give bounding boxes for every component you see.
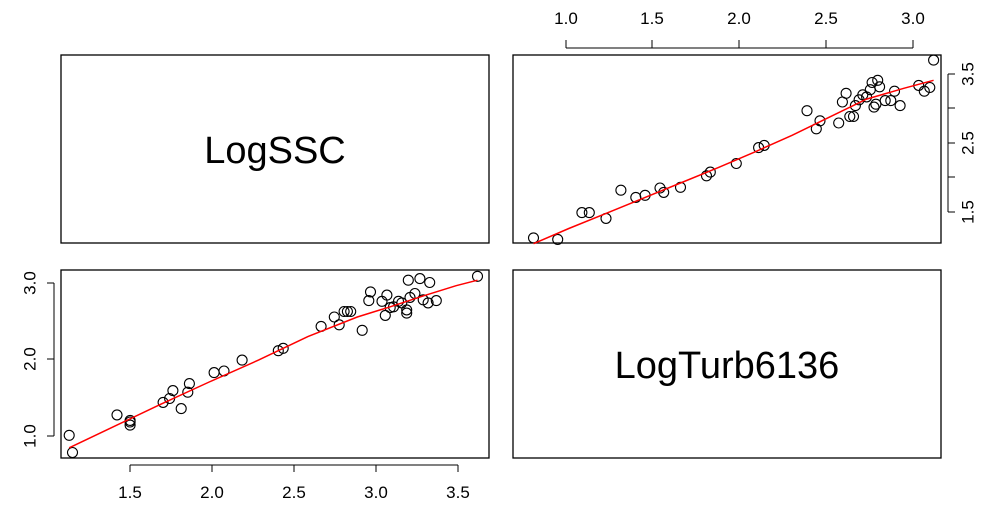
data-point — [341, 305, 353, 318]
data-point — [414, 273, 426, 285]
data-point — [870, 98, 882, 110]
panel-top-right-frame — [512, 54, 942, 244]
data-point — [356, 324, 368, 336]
data-point — [277, 342, 289, 354]
right-axis: 1.5 2.5 3.5 — [947, 62, 977, 224]
right-tick-label: 2.5 — [958, 131, 977, 155]
data-point — [894, 100, 906, 112]
data-point — [66, 446, 79, 459]
data-point — [379, 309, 391, 321]
top-axis: 1.0 1.5 2.0 2.5 3.0 — [554, 9, 925, 49]
data-point — [364, 286, 377, 298]
top-tick-label: 2.0 — [727, 9, 751, 28]
bottom-tick-label: 3.5 — [446, 483, 470, 502]
bottom-tick-label: 2.5 — [282, 483, 306, 502]
variable-label-logssc: LogSSC — [204, 130, 346, 172]
variable-label-logturb6136: LogTurb6136 — [615, 345, 840, 387]
left-tick-label: 1.0 — [20, 424, 39, 448]
data-point — [879, 95, 891, 107]
right-tick-label: 3.5 — [958, 62, 977, 86]
data-point — [840, 87, 852, 99]
data-point — [888, 85, 901, 97]
data-point — [615, 184, 627, 196]
data-point — [208, 367, 220, 379]
top-tick-label: 1.5 — [640, 9, 664, 28]
data-point — [872, 74, 884, 86]
data-point — [928, 54, 940, 66]
data-point — [401, 304, 413, 316]
right-tick-label: 1.5 — [958, 200, 977, 224]
data-point — [401, 307, 413, 319]
data-point — [730, 157, 742, 170]
left-axis: 1.0 2.0 3.0 — [20, 271, 55, 448]
panel-bottom-right-frame — [512, 269, 942, 459]
data-point — [167, 385, 179, 397]
smoother-line — [533, 79, 934, 245]
data-point — [175, 403, 187, 415]
data-point — [844, 110, 856, 123]
data-point — [111, 409, 123, 421]
data-point — [847, 110, 860, 123]
data-point — [328, 311, 340, 323]
data-point — [63, 429, 75, 441]
data-point — [124, 419, 136, 431]
data-point — [471, 270, 484, 282]
smoother-line — [68, 279, 478, 449]
data-point — [402, 274, 414, 286]
data-point — [183, 378, 195, 390]
data-point — [363, 295, 375, 307]
data-point — [236, 354, 248, 366]
data-point — [182, 386, 194, 398]
data-point — [381, 289, 393, 301]
data-point — [430, 295, 442, 307]
data-point — [868, 101, 880, 113]
data-point — [422, 297, 434, 309]
data-point — [333, 319, 345, 331]
top-tick-label: 1.0 — [554, 9, 578, 28]
data-point — [345, 305, 357, 318]
data-point — [157, 396, 169, 408]
data-point — [424, 276, 436, 289]
left-tick-label: 2.0 — [20, 347, 39, 371]
data-point — [552, 233, 564, 245]
top-tick-label: 2.5 — [814, 9, 838, 28]
data-point — [866, 76, 878, 89]
data-point — [338, 305, 350, 318]
data-point — [700, 170, 713, 182]
data-point — [874, 81, 886, 93]
data-point — [833, 117, 845, 129]
top-tick-label: 3.0 — [901, 9, 925, 28]
data-point — [924, 81, 936, 94]
panel-bottom-left-data — [63, 270, 484, 459]
data-point — [801, 105, 813, 117]
panel-top-right-data — [527, 54, 940, 245]
bottom-axis: 1.5 2.0 2.5 3.0 3.5 — [118, 464, 470, 502]
bottom-tick-label: 2.0 — [200, 483, 224, 502]
data-point — [814, 115, 826, 127]
data-point — [849, 100, 861, 112]
data-point — [918, 85, 930, 97]
left-tick-label: 3.0 — [20, 271, 39, 295]
panel-bottom-left-frame — [60, 269, 490, 459]
panel-top-left-frame — [60, 54, 490, 244]
data-point — [576, 207, 588, 219]
bottom-tick-label: 3.0 — [364, 483, 388, 502]
data-point — [583, 207, 595, 219]
data-point — [885, 95, 897, 107]
bottom-tick-label: 1.5 — [118, 483, 142, 502]
